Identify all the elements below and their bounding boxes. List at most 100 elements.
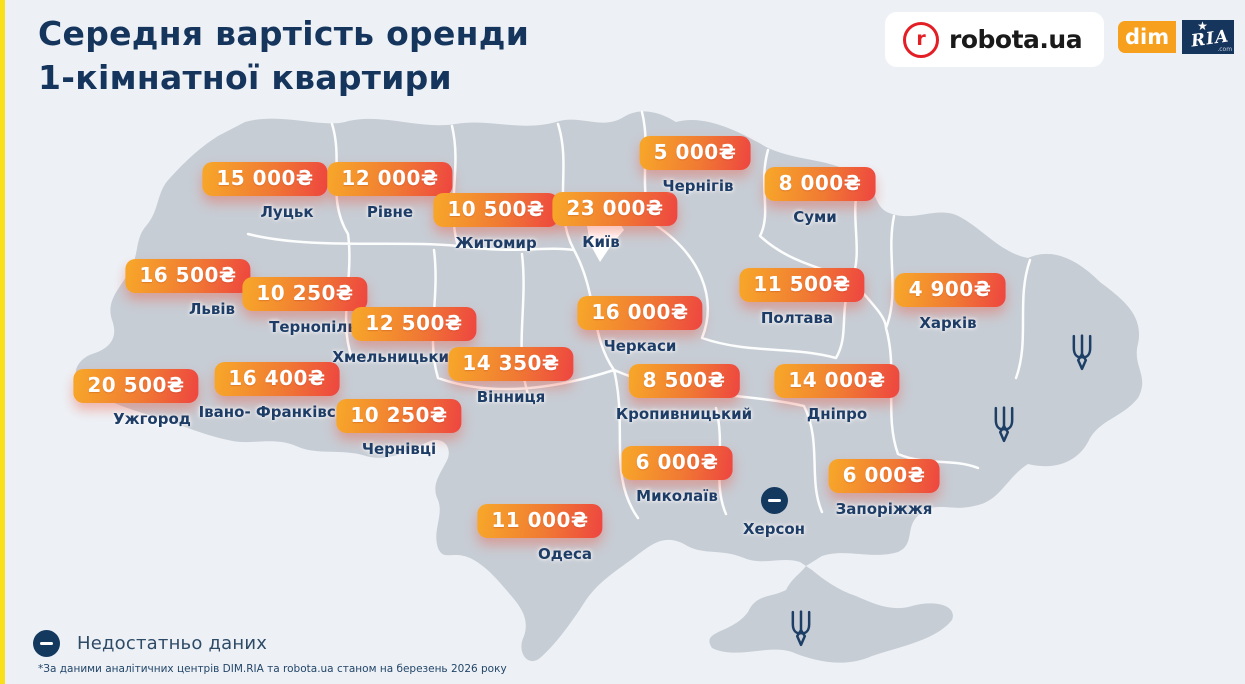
city-name-label: Полтава [760,309,834,327]
price-label: 12 500₴ [365,311,463,335]
city-name-label: Вінниця [476,388,546,406]
legend-minus-icon [33,630,60,657]
city-name-label: Львів [188,300,236,318]
price-label: 16 500₴ [139,263,237,287]
city-name-label: Хмельницький [332,348,460,366]
city-marker: 16 500₴ Львів [125,259,251,318]
city-name-label: Рівне [366,203,414,221]
city-name-label: Миколаїв [636,487,718,505]
price-badge: 12 000₴ [327,162,453,196]
price-badge: 20 500₴ [73,369,199,403]
price-label: 11 000₴ [491,508,589,532]
price-badge: 5 000₴ [639,136,751,170]
city-marker: 23 000₴ Київ [552,192,678,251]
price-label: 11 500₴ [753,272,851,296]
city-name-label: Луцьк [260,203,314,221]
city-marker: 15 000₴ Луцьк [202,162,328,221]
price-badge: 16 400₴ [214,362,340,396]
city-name-label: Тернопіль [269,318,357,336]
price-label: 6 000₴ [842,463,926,487]
no-data-city-label: Херсон [742,520,806,538]
city-marker: 11 500₴ Полтава [739,268,865,327]
price-label: 10 250₴ [256,281,354,305]
robota-ua-logo[interactable]: r robota.ua [885,12,1105,67]
ria-star-icon: ★ [1197,19,1208,33]
price-badge: 10 500₴ [433,193,559,227]
city-marker: 6 000₴ Запоріжжя [828,459,940,518]
city-marker: 16 400₴ Івано- Франківськ [198,362,356,421]
city-name-label: Чернігів [662,177,734,195]
no-data-minus-icon [760,487,788,514]
city-marker: 5 000₴ Чернігів [639,136,751,195]
price-badge: 14 350₴ [448,347,574,381]
dim-ria-logo[interactable]: dim ★ RIA .com [1118,19,1235,54]
city-marker: 10 250₴ Тернопіль [242,277,368,336]
price-label: 12 000₴ [341,166,439,190]
robota-r-icon: r [903,21,939,58]
price-badge: 14 000₴ [774,364,900,398]
price-label: 5 000₴ [653,140,737,164]
city-marker: 11 000₴ Одеса [477,504,603,563]
price-badge: 10 250₴ [242,277,368,311]
no-data-marker: Херсон [743,487,805,538]
page-title: Середня вартість оренди 1-кімнатної кварт… [38,12,529,99]
tryzub-icon [786,610,816,647]
price-label: 14 350₴ [462,351,560,375]
price-label: 16 000₴ [591,300,689,324]
price-label: 8 500₴ [642,368,726,392]
tryzub-icon [989,406,1019,443]
ria-com-suffix: .com [1217,46,1233,53]
city-name-label: Житомир [455,234,537,252]
city-name-label: Київ [582,233,620,251]
legend: Недостатньо даних [33,630,267,657]
price-label: 14 000₴ [788,368,886,392]
price-badge: 11 500₴ [739,268,865,302]
city-name-label: Суми [793,208,837,226]
price-label: 15 000₴ [216,166,314,190]
city-name-label: Кропивницький [615,405,753,423]
city-marker: 14 000₴ Дніпро [774,364,900,423]
city-name-label: Івано- Франківськ [198,403,356,421]
price-badge: 16 500₴ [125,259,251,293]
city-name-label: Одеса [537,545,593,563]
robota-r-letter: r [916,28,926,50]
footnote: *За даними аналітичних центрів DIM.RIA т… [38,663,507,675]
city-name-label: Черкаси [603,337,677,355]
price-badge: 8 000₴ [764,167,876,201]
city-marker: 6 000₴ Миколаїв [621,446,733,505]
city-name-label: Запоріжжя [835,500,933,518]
city-name-label: Дніпро [806,405,868,423]
city-marker: 12 500₴ Хмельницький [332,307,477,366]
price-badge: 16 000₴ [577,296,703,330]
city-marker: 16 000₴ Черкаси [577,296,703,355]
price-badge: 23 000₴ [552,192,678,226]
city-marker: 8 000₴ Суми [764,167,876,226]
price-badge: 15 000₴ [202,162,328,196]
price-label: 8 000₴ [778,171,862,195]
left-accent-bar [0,0,5,684]
price-badge: 6 000₴ [621,446,733,480]
price-badge: 12 500₴ [351,307,477,341]
price-label: 16 400₴ [228,366,326,390]
dim-wordmark: dim [1118,20,1177,53]
city-marker: 20 500₴ Ужгород [73,369,199,428]
price-label: 23 000₴ [566,196,664,220]
price-badge: 10 250₴ [336,399,462,433]
kyiv-city-patch [586,214,624,262]
city-name-label: Харків [919,314,977,332]
price-badge: 8 500₴ [628,364,740,398]
price-label: 10 250₴ [350,403,448,427]
city-marker: 4 900₴ Харків [894,273,1006,332]
legend-label: Недостатньо даних [77,633,268,654]
city-marker: 12 000₴ Рівне [327,162,453,221]
city-marker: 10 500₴ Житомир [433,193,559,252]
robota-wordmark: robota.ua [949,25,1083,54]
ria-badge: ★ RIA .com [1182,19,1235,54]
price-label: 20 500₴ [87,373,185,397]
city-marker: 8 500₴ Кропивницький [616,364,752,423]
price-badge: 11 000₴ [477,504,603,538]
country-shape [75,111,1143,663]
